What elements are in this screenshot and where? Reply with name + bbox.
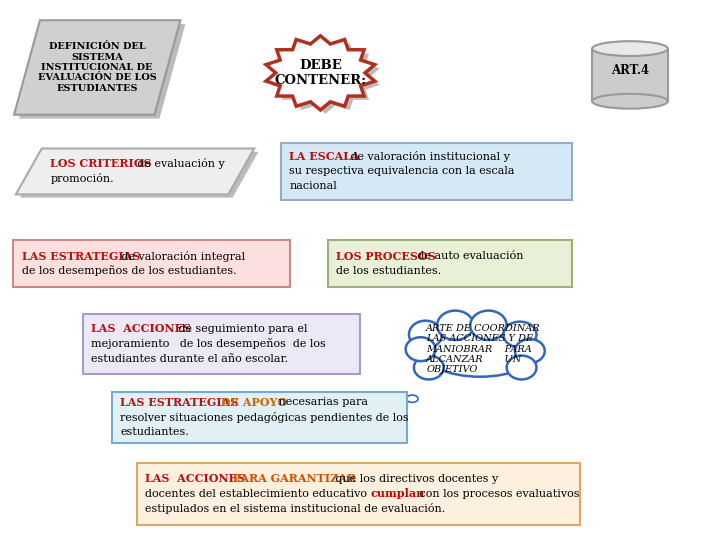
Text: DEBE
CONTENER:: DEBE CONTENER: — [274, 59, 366, 87]
Text: de los estudiantes.: de los estudiantes. — [336, 266, 441, 276]
Text: LAS  ACCIONES: LAS ACCIONES — [145, 474, 246, 484]
Text: ARTE DE COORDINAR
LAS ACCIONES Y DE
MANIOBRAR    PARA
ALCANZAR       UN
OBJETIVO: ARTE DE COORDINAR LAS ACCIONES Y DE MANI… — [426, 324, 541, 374]
Ellipse shape — [395, 405, 404, 411]
Text: de seguimiento para el: de seguimiento para el — [175, 324, 307, 334]
Text: LAS ESTRATEGIAS: LAS ESTRATEGIAS — [22, 251, 140, 261]
Polygon shape — [14, 20, 181, 115]
Ellipse shape — [437, 310, 474, 340]
Text: mejoramiento   de los desempeños  de los: mejoramiento de los desempeños de los — [91, 339, 326, 349]
Text: de auto evaluación: de auto evaluación — [413, 251, 523, 261]
Text: LOS PROCESOS: LOS PROCESOS — [336, 251, 436, 261]
Polygon shape — [593, 49, 668, 102]
Text: LOS CRITERIOS: LOS CRITERIOS — [50, 158, 152, 170]
FancyBboxPatch shape — [83, 314, 360, 374]
Polygon shape — [16, 148, 254, 194]
Ellipse shape — [386, 413, 392, 417]
Text: resolver situaciones pedagógicas pendientes de los: resolver situaciones pedagógicas pendien… — [120, 411, 409, 423]
Ellipse shape — [470, 310, 507, 340]
Ellipse shape — [593, 94, 668, 109]
Ellipse shape — [593, 41, 668, 56]
FancyBboxPatch shape — [13, 240, 290, 287]
Text: de evaluación y: de evaluación y — [134, 158, 225, 170]
Text: DEFINICIÓN DEL
SISTEMA
INSTITUCIONAL DE
EVALUACIÓN DE LOS
ESTUDIANTES: DEFINICIÓN DEL SISTEMA INSTITUCIONAL DE … — [38, 42, 156, 93]
Text: LAS ESTRATEGIAS: LAS ESTRATEGIAS — [120, 397, 238, 408]
Text: ART.4: ART.4 — [611, 64, 649, 77]
FancyBboxPatch shape — [328, 240, 572, 287]
Ellipse shape — [420, 322, 540, 377]
FancyBboxPatch shape — [137, 463, 580, 525]
Text: necesarias para: necesarias para — [275, 397, 368, 407]
Ellipse shape — [515, 339, 545, 363]
Ellipse shape — [414, 356, 444, 380]
Ellipse shape — [507, 356, 536, 380]
Polygon shape — [271, 39, 380, 114]
Text: estipulados en el sistema institucional de evaluación.: estipulados en el sistema institucional … — [145, 503, 446, 514]
FancyBboxPatch shape — [112, 392, 407, 443]
Text: de los desempeños de los estudiantes.: de los desempeños de los estudiantes. — [22, 266, 236, 276]
Text: que los directivos docentes y: que los directivos docentes y — [333, 474, 498, 484]
Text: PARA GARANTIZAR: PARA GARANTIZAR — [229, 474, 356, 484]
Polygon shape — [20, 152, 258, 198]
Text: estudiantes durante el año escolar.: estudiantes durante el año escolar. — [91, 354, 289, 364]
Text: cumplan: cumplan — [371, 488, 425, 500]
Text: DE APOYO: DE APOYO — [217, 397, 287, 408]
Text: su respectiva equivalencia con la escala: su respectiva equivalencia con la escala — [289, 166, 515, 177]
Ellipse shape — [407, 395, 418, 402]
Text: LAS  ACCIONES: LAS ACCIONES — [91, 323, 192, 334]
Ellipse shape — [405, 337, 436, 361]
Text: docentes del establecimiento educativo: docentes del establecimiento educativo — [145, 489, 371, 499]
FancyBboxPatch shape — [281, 143, 572, 200]
Polygon shape — [266, 36, 375, 110]
Text: de valoración integral: de valoración integral — [118, 251, 246, 261]
Ellipse shape — [503, 322, 536, 347]
Text: estudiantes.: estudiantes. — [120, 427, 189, 437]
Text: de valoración institucional y: de valoración institucional y — [348, 151, 510, 162]
Ellipse shape — [409, 321, 442, 348]
Text: LA ESCALA: LA ESCALA — [289, 151, 360, 162]
Text: promoción.: promoción. — [50, 173, 114, 185]
Text: nacional: nacional — [289, 181, 337, 192]
Polygon shape — [19, 24, 186, 119]
Text: con los procesos evaluativos: con los procesos evaluativos — [416, 489, 580, 499]
